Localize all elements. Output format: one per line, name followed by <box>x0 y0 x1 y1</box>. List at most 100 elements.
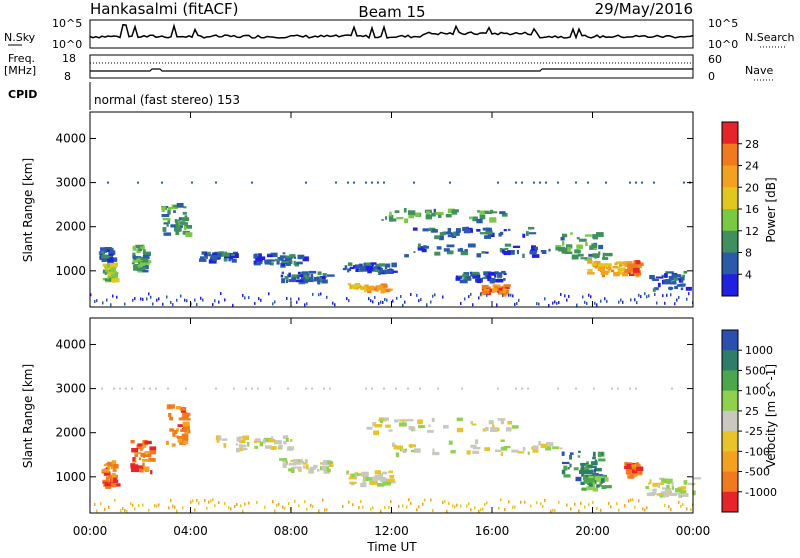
power-ground-cell <box>186 299 188 303</box>
power-cell <box>501 212 508 217</box>
power-cell <box>504 247 509 250</box>
power-cell <box>502 286 505 290</box>
velocity-range-cell <box>437 387 439 390</box>
power-cell <box>212 252 218 255</box>
power-colorbar-tick-label: 8 <box>745 247 752 260</box>
power-cell <box>667 271 674 274</box>
power-ground-cell <box>184 298 186 302</box>
power-ground-cell <box>584 300 586 304</box>
power-ground-cell <box>568 294 570 298</box>
power-cell <box>499 231 504 236</box>
power-cell <box>657 282 661 288</box>
power-cell <box>665 271 668 274</box>
power-cell <box>297 254 305 260</box>
velocity-cell <box>664 488 672 492</box>
velocity-cell <box>373 430 379 436</box>
power-cell <box>110 250 115 255</box>
nsky-trace <box>89 23 694 40</box>
velocity-ground-cell <box>380 509 382 513</box>
power-cell <box>110 269 116 272</box>
velocity-ground-cell <box>550 509 552 513</box>
velocity-ground-cell <box>100 502 102 506</box>
velocity-ground-cell <box>138 504 140 508</box>
velocity-cell <box>428 424 431 427</box>
power-ground-cell <box>654 293 656 297</box>
velocity-cell <box>264 445 272 449</box>
velocity-cell <box>239 444 247 448</box>
power-cell <box>281 271 284 275</box>
velocity-ground-cell <box>384 506 386 510</box>
velocity-ground-cell <box>318 509 320 513</box>
date-title: 29/May/2016 <box>595 0 693 18</box>
power-ground-cell <box>404 300 406 304</box>
velocity-ground-cell <box>234 504 236 508</box>
power-cell <box>254 253 258 258</box>
velocity-ground-cell <box>480 508 482 512</box>
velocity-cell <box>378 473 384 477</box>
velocity-cell <box>388 429 393 432</box>
power-cell <box>499 211 506 215</box>
power-colorbar-segment <box>722 209 738 232</box>
velocity-ytick-label: 1000 <box>55 470 86 484</box>
velocity-ground-cell <box>210 499 212 503</box>
power-cell <box>302 271 309 275</box>
power-cell <box>388 270 393 273</box>
power-colorbar-segment <box>722 274 738 297</box>
velocity-cell <box>235 443 238 446</box>
power-cell <box>162 205 166 211</box>
power-cell <box>617 267 625 272</box>
power-ground-cell <box>318 293 320 297</box>
power-cell <box>592 253 600 258</box>
power-cell <box>319 276 326 280</box>
power-ground-cell <box>636 301 638 305</box>
velocity-ground-cell <box>422 502 424 506</box>
power-ground-cell <box>430 300 432 304</box>
power-cell <box>101 247 107 251</box>
velocity-ground-cell <box>616 502 618 506</box>
power-colorbar-tick-label: 28 <box>745 138 759 151</box>
velocity-range-cell <box>521 387 523 390</box>
power-ground-cell <box>554 300 556 304</box>
power-cell <box>674 285 679 290</box>
power-ground-cell <box>142 297 144 301</box>
power-cell <box>276 259 280 265</box>
velocity-cell <box>182 421 190 427</box>
velocity-cell <box>584 480 593 484</box>
power-ground-cell <box>346 297 348 301</box>
power-cell <box>570 232 573 235</box>
power-cell <box>380 283 387 287</box>
power-cell <box>447 228 452 233</box>
power-cell <box>413 212 421 217</box>
power-cell <box>367 268 372 274</box>
power-cell <box>685 286 692 291</box>
power-ytick-label: 1000 <box>55 264 86 278</box>
power-ground-cell <box>170 300 172 304</box>
nsearch-label: N.Search <box>745 31 795 44</box>
power-range-cell <box>137 181 139 184</box>
power-ground-cell <box>258 297 260 301</box>
power-ground-cell <box>348 299 350 303</box>
velocity-cell <box>101 469 110 472</box>
velocity-colorbar-tick-label: 1000 <box>745 344 773 357</box>
velocity-cell <box>431 417 435 422</box>
velocity-cell <box>348 477 357 480</box>
velocity-ground-cell <box>170 499 172 503</box>
power-cell <box>379 263 386 267</box>
velocity-cell <box>631 464 638 467</box>
power-cell <box>163 232 171 236</box>
power-cell <box>257 256 266 261</box>
velocity-cell <box>448 440 453 445</box>
velocity-range-cell <box>125 387 127 390</box>
velocity-data-layer <box>94 387 701 513</box>
power-cell <box>313 279 319 282</box>
velocity-ground-cell <box>168 506 170 510</box>
velocity-range-cell <box>323 387 325 390</box>
velocity-ground-cell <box>540 502 542 506</box>
velocity-cell <box>182 434 187 439</box>
power-range-cell <box>305 181 307 184</box>
power-cell <box>230 254 233 260</box>
velocity-cell <box>594 476 603 481</box>
velocity-cell <box>366 426 373 430</box>
velocity-cell <box>112 469 117 472</box>
velocity-ground-cell <box>370 507 372 511</box>
